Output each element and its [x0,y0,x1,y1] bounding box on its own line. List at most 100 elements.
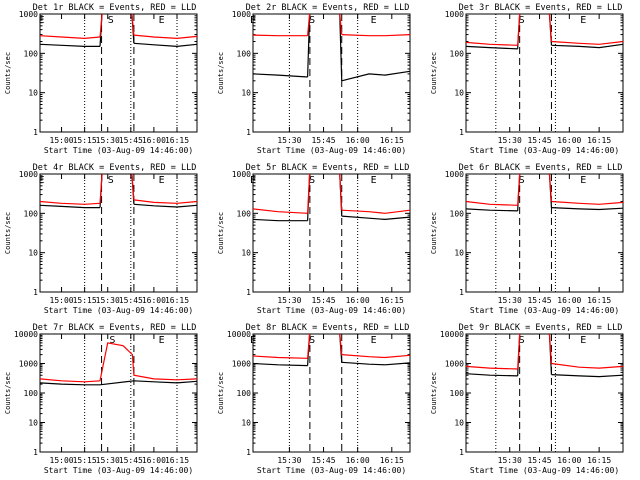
y-tick-label: 10000 [440,330,464,339]
plot-frame [465,173,624,293]
x-tick-label: 16:15 [165,456,189,465]
y-tick-label: 10 [454,89,464,98]
x-tick-label: 16:00 [557,136,581,145]
event-marker-s: S [519,335,525,346]
lld-series-edge [307,333,311,359]
y-axis-label: Counts/sec [430,212,438,254]
lld-series-line [252,355,308,359]
y-tick-label: 10000 [227,330,251,339]
chart-panel-det1: Det 1r BLACK = Events, RED = LLD 1 10 100 10… [4,3,198,155]
lld-series-line [465,41,518,46]
event-marker-s: S [108,15,114,26]
y-tick-label: 10 [28,249,38,258]
y-tick-label: 100 [237,209,252,218]
x-tick-label: 15:30 [498,296,522,305]
y-tick-label: 100 [24,49,39,58]
event-marker-e: E [250,175,256,186]
events-series-line [341,361,411,366]
y-tick-label: 1000 [19,10,38,19]
y-tick-label: 1000 [232,360,251,369]
x-tick-label: 15:30 [277,296,301,305]
lld-series-line [133,34,198,40]
x-axis-label: Start Time (03-Aug-09 14:46:00) [470,466,619,475]
y-tick-label: 1000 [445,10,464,19]
lld-series-line [341,354,411,359]
x-tick-label: 16:00 [346,456,370,465]
y-tick-label: 100 [24,209,39,218]
x-tick-label: 15:30 [498,456,522,465]
x-tick-label: 16:00 [346,296,370,305]
events-series-line [465,208,518,212]
chart-title: Det 9r BLACK = Events, RED = LLD [459,323,623,333]
y-tick-label: 1 [459,288,464,297]
chart-panel-det9: Det 9r BLACK = Events, RED = LLD 1 10 100 10… [430,323,624,475]
y-tick-label: 1000 [232,170,251,179]
chart-panel-det4: Det 4r BLACK = Events, RED = LLD 1 10 100 10… [4,163,198,315]
event-marker-e: E [580,15,586,26]
chart-title: Det 2r BLACK = Events, RED = LLD [246,3,410,13]
event-marker-s: S [309,175,315,186]
y-tick-label: 1000 [19,170,38,179]
lld-series-line [341,34,411,37]
event-marker-e: E [580,175,586,186]
x-axis-label: Start Time (03-Aug-09 14:46:00) [257,306,406,315]
events-series-line [39,204,100,209]
event-marker-e: E [159,335,165,346]
chart-title: Det 1r BLACK = Events, RED = LLD [33,3,197,13]
event-marker-e: E [250,335,256,346]
lld-series-edge [339,333,343,355]
lld-series-edge [517,333,521,370]
events-series-line [551,207,624,211]
y-tick-label: 1000 [19,360,38,369]
y-axis-label: Counts/sec [4,52,12,94]
x-tick-label: 16:00 [142,456,166,465]
event-marker-e: E [159,15,165,26]
lld-series-line [133,199,198,204]
y-tick-label: 1 [246,128,251,137]
x-axis-label: Start Time (03-Aug-09 14:46:00) [470,146,619,155]
events-series-line [551,374,624,378]
chart-panel-det3: Det 3r BLACK = Events, RED = LLD 1 10 100 10… [430,3,624,155]
lld-series-edge [339,173,343,211]
y-axis-label: Counts/sec [430,52,438,94]
x-tick-label: 16:15 [380,296,404,305]
y-tick-label: 10 [454,249,464,258]
x-tick-label: 15:45 [119,296,143,305]
lld-series-edge [548,173,553,202]
lld-series-edge [517,13,521,46]
x-tick-label: 16:00 [346,136,370,145]
x-tick-label: 15:30 [96,456,120,465]
y-tick-label: 10000 [14,330,38,339]
plot-frame [252,173,411,293]
x-tick-label: 16:00 [142,296,166,305]
chart-title: Det 6r BLACK = Events, RED = LLD [459,163,623,173]
x-tick-label: 15:15 [73,296,97,305]
lld-series-line [39,35,101,40]
y-axis-label: Counts/sec [4,372,12,414]
events-series-line [252,362,308,367]
event-marker-e: E [39,175,45,186]
lld-series-line [465,200,518,206]
x-tick-label: 16:15 [165,296,189,305]
x-axis-label: Start Time (03-Aug-09 14:46:00) [44,306,193,315]
x-tick-label: 15:30 [498,136,522,145]
x-tick-label: 15:45 [527,136,551,145]
y-tick-label: 100 [450,49,465,58]
y-tick-label: 1000 [445,360,464,369]
y-tick-label: 1 [459,448,464,457]
y-tick-label: 100 [450,209,465,218]
x-tick-label: 16:15 [587,456,611,465]
event-marker-s: S [519,175,525,186]
events-series-line [551,43,624,49]
x-tick-label: 15:45 [119,136,143,145]
y-tick-label: 100 [24,389,39,398]
lld-series-edge [307,13,311,36]
events-series-edge [339,13,343,81]
y-tick-label: 10 [241,249,251,258]
event-marker-s: S [108,175,114,186]
lld-series-line [252,208,308,214]
x-tick-label: 16:15 [380,136,404,145]
x-tick-label: 16:15 [587,296,611,305]
events-series-line [465,45,518,50]
